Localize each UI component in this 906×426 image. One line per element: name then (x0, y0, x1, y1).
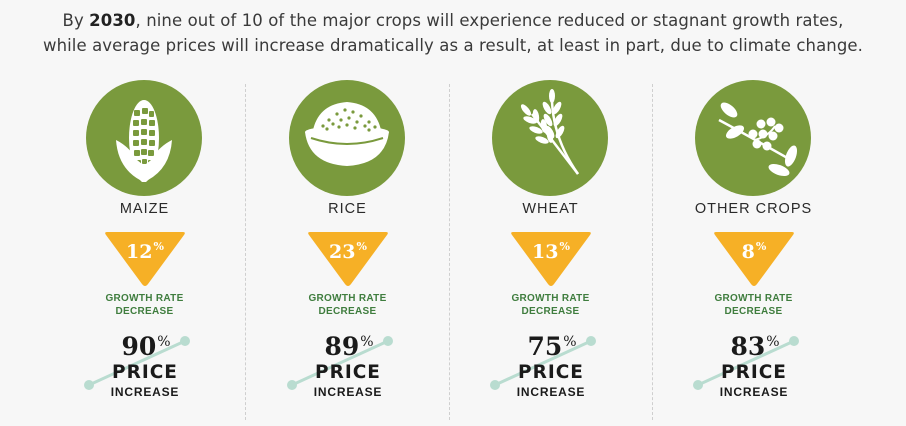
crop-column-wheat: WHEAT 13% GROWTH RATE DECREASE 75% PRICE… (449, 80, 652, 426)
growth-rate-value: 12% (126, 240, 164, 263)
growth-rate-label: GROWTH RATE DECREASE (308, 293, 387, 317)
crop-name: RICE (328, 201, 367, 217)
rice-bowl-icon (289, 80, 405, 196)
growth-rate-value: 8% (741, 240, 767, 263)
crop-column-rice: RICE 23% GROWTH RATE DECREASE 89% PRICE … (246, 80, 449, 426)
growth-badge: 13% (509, 228, 593, 288)
price-increase-value: 75% (527, 332, 577, 361)
price-increase-value: 90% (121, 332, 171, 361)
trend-line-icon (287, 336, 393, 390)
column-divider (652, 84, 653, 420)
crop-column-maize: MAIZE 12% GROWTH RATE DECREASE 90% PRICE… (43, 80, 246, 426)
header-year: 2030 (89, 11, 136, 30)
price-label: PRICE (112, 362, 178, 383)
growth-badge: 23% (306, 228, 390, 288)
growth-badge: 12% (103, 228, 187, 288)
header-line-1: By 2030, nine out of 10 of the major cro… (62, 11, 844, 30)
header-line-2: while average prices will increase drama… (42, 36, 864, 55)
price-increase-value: 83% (730, 332, 780, 361)
price-label: PRICE (721, 362, 787, 383)
growth-rate-label: GROWTH RATE DECREASE (511, 293, 590, 317)
price-increase-value: 89% (324, 332, 374, 361)
increase-label: INCREASE (719, 385, 789, 399)
trend-line-icon (490, 336, 596, 390)
growth-badge: 8% (712, 228, 796, 288)
price-label: PRICE (315, 362, 381, 383)
growth-rate-value: 23% (329, 240, 367, 263)
trend-line-icon (84, 336, 190, 390)
column-divider (245, 84, 246, 420)
wheat-icon (492, 80, 608, 196)
column-divider (449, 84, 450, 420)
crop-name: WHEAT (522, 201, 579, 217)
price-label: PRICE (518, 362, 584, 383)
header-text: By 2030, nine out of 10 of the major cro… (0, 8, 906, 58)
increase-label: INCREASE (516, 385, 586, 399)
increase-label: INCREASE (313, 385, 383, 399)
growth-rate-label: GROWTH RATE DECREASE (105, 293, 184, 317)
berries-branch-icon (695, 80, 811, 196)
corn-icon (86, 80, 202, 196)
growth-rate-label: GROWTH RATE DECREASE (714, 293, 793, 317)
crop-name: OTHER CROPS (694, 201, 813, 217)
increase-label: INCREASE (110, 385, 180, 399)
crop-name: MAIZE (119, 201, 170, 217)
growth-rate-value: 13% (532, 240, 570, 263)
trend-line-icon (693, 336, 799, 390)
crop-column-other-crops: OTHER CROPS 8% GROWTH RATE DECREASE 83% … (652, 80, 855, 426)
